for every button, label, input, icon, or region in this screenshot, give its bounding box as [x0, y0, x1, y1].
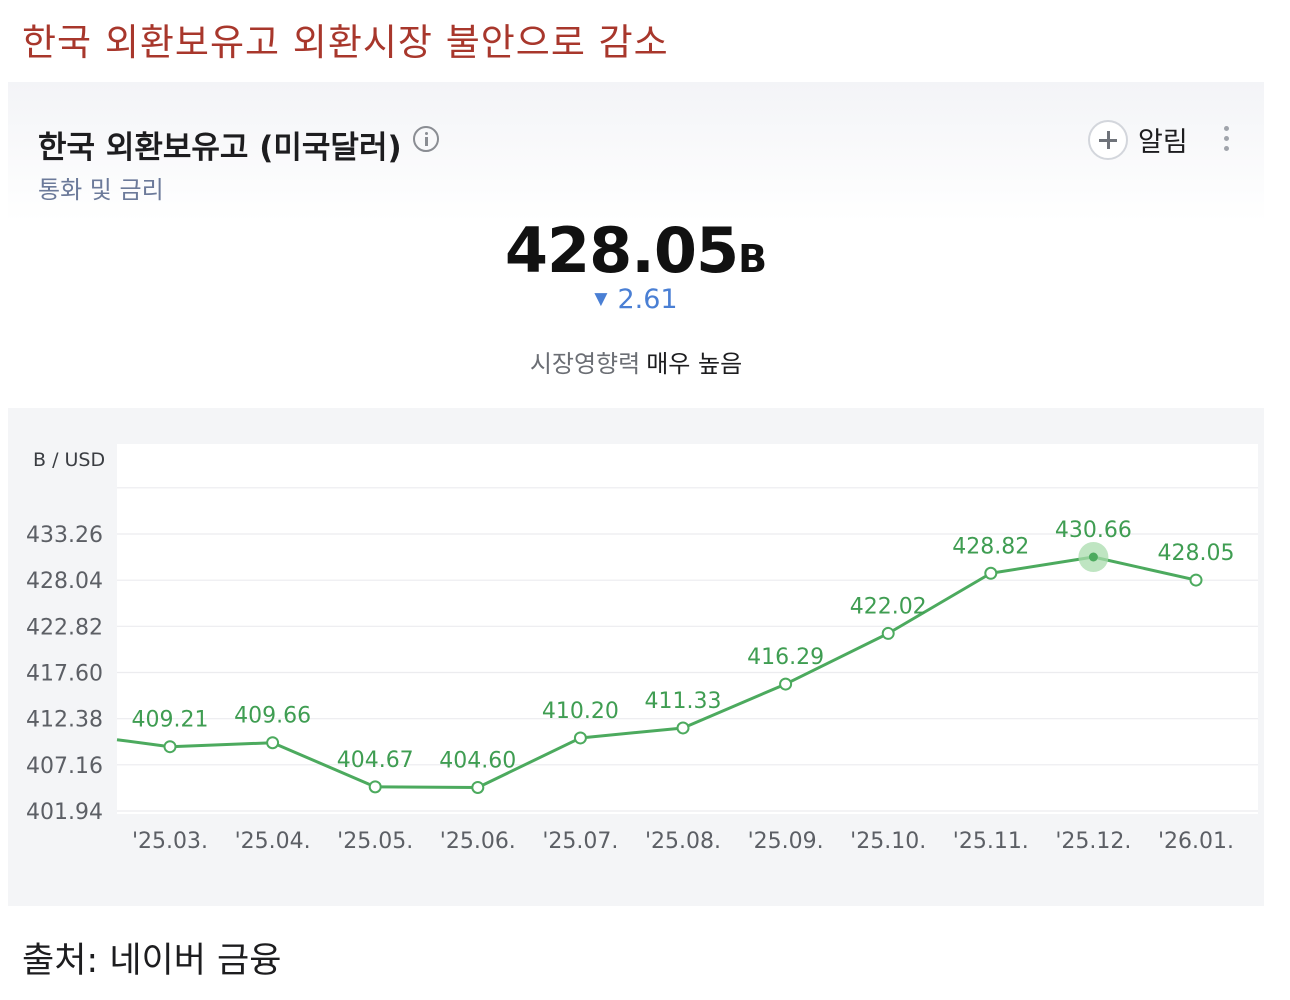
indicator-card: 한국 외환보유고 (미국달러) 통화 및 금리 알림 428.05B ▼ 2.61…: [8, 82, 1264, 906]
card-header: 한국 외환보유고 (미국달러) 통화 및 금리 알림 428.05B ▼ 2.61…: [8, 82, 1264, 408]
more-vertical-icon[interactable]: [1222, 126, 1230, 156]
x-tick-label: '25.04.: [235, 829, 311, 854]
data-label: 404.67: [337, 748, 414, 773]
data-point: [573, 731, 587, 745]
y-tick-label: 422.82: [26, 615, 103, 640]
data-label: 428.05: [1158, 541, 1235, 566]
change-value: ▼ 2.61: [8, 284, 1264, 315]
plot-area: [117, 444, 1258, 814]
data-point: [984, 566, 998, 580]
headline: 한국 외환보유고 외환시장 불안으로 감소: [22, 21, 669, 64]
data-label: 411.33: [645, 689, 722, 714]
plus-icon: [1088, 120, 1128, 160]
data-point: [1189, 573, 1203, 587]
triangle-down-icon: ▼: [594, 289, 608, 309]
data-point: [881, 626, 895, 640]
data-label: 404.60: [439, 748, 516, 773]
x-tick-label: '25.08.: [645, 829, 721, 854]
y-tick-label: 428.04: [26, 569, 103, 594]
x-tick-label: '25.05.: [337, 829, 413, 854]
x-tick-label: '25.03.: [132, 829, 208, 854]
card-title: 한국 외환보유고 (미국달러): [38, 130, 402, 166]
data-label: 422.02: [850, 594, 927, 619]
y-tick-label: 417.60: [26, 662, 103, 687]
x-tick-label: '25.12.: [1055, 829, 1131, 854]
y-tick-label: 401.94: [26, 800, 103, 825]
data-point: [163, 740, 177, 754]
alarm-button[interactable]: 알림: [1088, 120, 1198, 164]
data-label: 416.29: [747, 645, 824, 670]
x-tick-label: '26.01.: [1158, 829, 1234, 854]
current-value: 428.05B: [8, 214, 1264, 287]
x-tick-label: '25.10.: [850, 829, 926, 854]
series-line: [116, 555, 1197, 789]
data-point: [1088, 552, 1098, 562]
data-point: [266, 736, 280, 750]
data-label: 410.20: [542, 699, 619, 724]
x-tick-label: '25.09.: [748, 829, 824, 854]
change-amount: 2.61: [617, 284, 678, 315]
info-icon[interactable]: [413, 126, 439, 152]
line-chart[interactable]: B / USD 433.26 428.04 422.82 417.60 412.38 407…: [8, 82, 1264, 906]
market-influence: 시장영향력 매우 높음: [8, 344, 1264, 379]
data-point: [471, 780, 485, 794]
card-subtitle[interactable]: 통화 및 금리: [38, 176, 164, 204]
x-tick-label: '25.07.: [542, 829, 618, 854]
current-value-unit: B: [738, 237, 768, 281]
data-label: 430.66: [1055, 518, 1132, 543]
data-label: 428.82: [952, 534, 1029, 559]
x-tick-label: '25.11.: [953, 829, 1029, 854]
data-point: [368, 780, 382, 794]
y-tick-label: 433.26: [26, 523, 103, 548]
data-point: [779, 677, 793, 691]
data-label: 409.66: [234, 704, 311, 729]
alarm-label: 알림: [1138, 127, 1188, 158]
current-value-number: 428.05: [504, 214, 739, 287]
y-tick-label: 412.38: [26, 708, 103, 733]
x-tick-label: '25.06.: [440, 829, 516, 854]
data-point: [676, 721, 690, 735]
source-note: 출처: 네이버 금융: [22, 941, 282, 981]
y-tick-label: 407.16: [26, 754, 103, 779]
y-axis-label: B / USD: [33, 449, 105, 471]
data-label: 409.21: [132, 708, 209, 733]
influence-label: 시장영향력: [529, 350, 641, 378]
influence-value: 매우 높음: [646, 350, 743, 378]
